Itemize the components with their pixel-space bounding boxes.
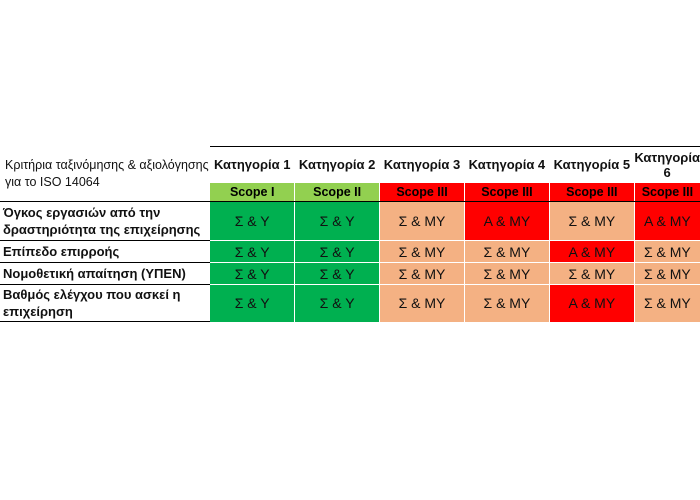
scope-label: Scope I [209, 182, 295, 202]
rating-cell: Σ & Υ [209, 262, 295, 285]
rating-cell: Σ & Υ [294, 201, 380, 241]
scope-label: Scope II [294, 182, 380, 202]
table-corner-label: Κριτήρια ταξινόμησης & αξιολόγησης για τ… [0, 146, 210, 202]
scope-label: Scope III [633, 182, 700, 202]
criterion-label: Νομοθετική απαίτηση (ΥΠΕΝ) [0, 262, 210, 285]
rating-cell: Σ & ΜΥ [548, 201, 635, 241]
rating-cell: Σ & ΜΥ [463, 262, 550, 285]
rating-cell: Α & ΜΥ [548, 284, 635, 322]
rating-cell: Σ & ΜΥ [633, 262, 700, 285]
category-header: Κατηγορία 4 [464, 146, 550, 183]
table-row: Βαθμός ελέγχου που ασκεί η επιχείρηση Σ &… [0, 284, 700, 322]
rating-cell: Σ & ΜΥ [379, 262, 465, 285]
rating-cell: Σ & ΜΥ [463, 240, 550, 263]
rating-cell: Σ & Υ [294, 262, 380, 285]
scope-label: Scope III [548, 182, 635, 202]
category-header: Κατηγορία 2 [294, 146, 380, 183]
rating-cell: Σ & ΜΥ [379, 201, 465, 241]
category-header: Κατηγορία 6 [634, 146, 700, 183]
criterion-label: Βαθμός ελέγχου που ασκεί η επιχείρηση [0, 284, 210, 322]
rating-cell: Σ & ΜΥ [379, 284, 465, 322]
criterion-label: Επίπεδο επιρροής [0, 240, 210, 263]
rating-cell: Σ & ΜΥ [379, 240, 465, 263]
rating-cell: Σ & ΜΥ [548, 262, 635, 285]
rating-cell: Α & ΜΥ [633, 201, 700, 241]
table-row: Όγκος εργασιών από την δραστηριότητα της… [0, 201, 700, 241]
rating-cell: Σ & ΜΥ [633, 284, 700, 322]
scope-label: Scope III [379, 182, 465, 202]
category-header: Κατηγορία 1 [209, 146, 295, 183]
category-header: Κατηγορία 3 [379, 146, 465, 183]
rating-cell: Σ & ΜΥ [633, 240, 700, 263]
rating-cell: Σ & Υ [209, 240, 295, 263]
rating-cell: Σ & Υ [294, 284, 380, 322]
category-header: Κατηγορία 5 [549, 146, 635, 183]
scope-label: Scope III [463, 182, 550, 202]
rating-cell: Σ & ΜΥ [463, 284, 550, 322]
criteria-table: Κριτήρια ταξινόμησης & αξιολόγησης για τ… [0, 146, 700, 322]
rating-cell: Σ & Υ [294, 240, 380, 263]
criterion-label: Όγκος εργασιών από την δραστηριότητα της… [0, 201, 210, 241]
rating-cell: Σ & Υ [209, 284, 295, 322]
rating-cell: Σ & Υ [209, 201, 295, 241]
rating-cell: Α & ΜΥ [548, 240, 635, 263]
rating-cell: Α & ΜΥ [463, 201, 550, 241]
